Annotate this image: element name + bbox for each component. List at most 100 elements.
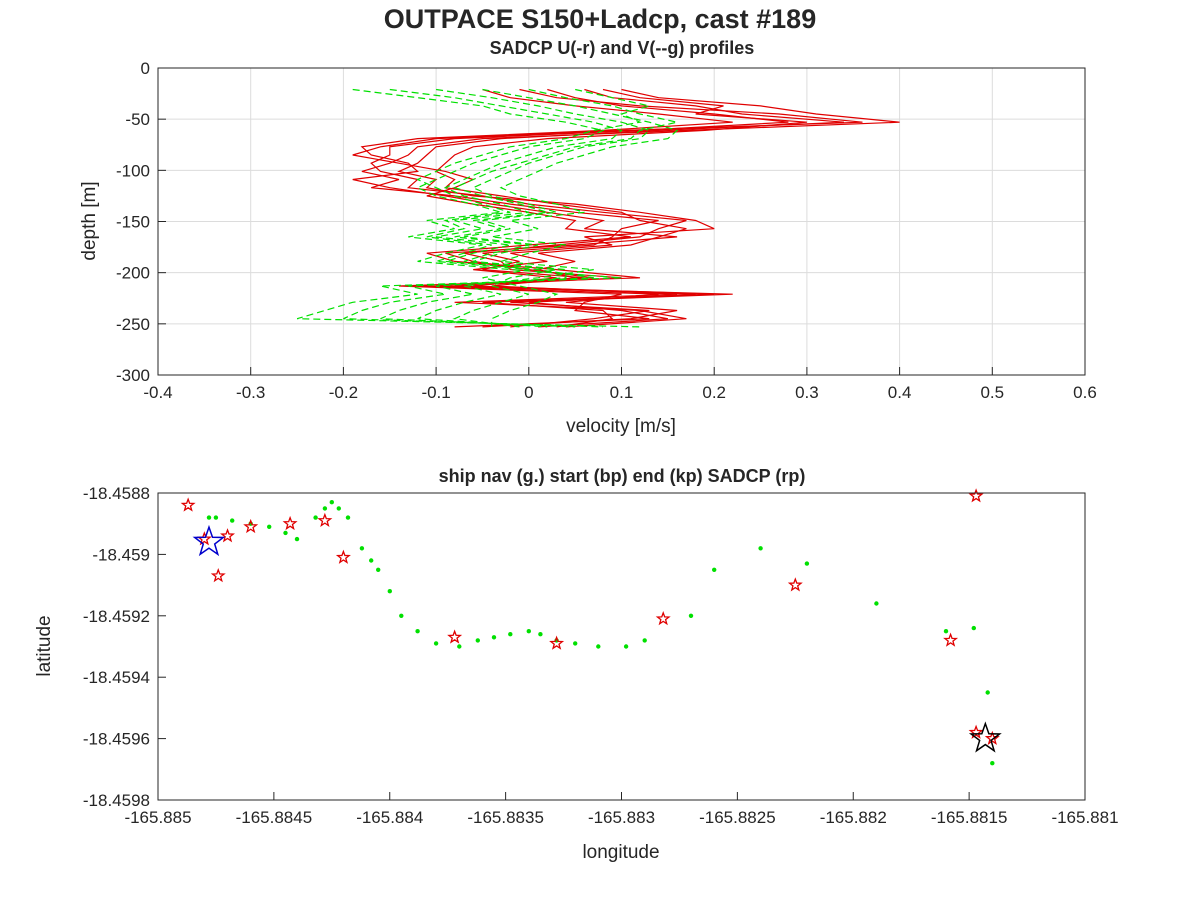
nav-y-axis-label: latitude [34, 615, 55, 676]
ship-nav-point [313, 515, 318, 520]
ship-nav-point [804, 561, 810, 566]
nav-x-tick-label: -165.881 [1051, 808, 1118, 827]
profile-y-tick-label: -250 [116, 315, 150, 334]
profile-ticks: -0.4 -0.3 -0.2 -0.1 0 0.1 0.2 0.3 0.4 0.5 0.6 0 -50 -… [116, 59, 1097, 402]
ship-nav-point [369, 558, 374, 563]
v-profile-line-11 [416, 88, 650, 327]
sadcp-star-marker [282, 515, 298, 531]
nav-plot-area [158, 493, 1085, 800]
ship-nav-point [758, 546, 763, 551]
ship-nav-point [971, 625, 976, 631]
nav-y-tick-label: -18.4588 [83, 484, 150, 503]
ship-nav-point [457, 644, 462, 649]
ship-nav-point [623, 644, 629, 649]
sadcp-star-marker [943, 632, 959, 647]
sadcp-star-marker [447, 629, 463, 644]
profile-x-tick-label: 0.1 [610, 383, 634, 402]
figure-title: OUTPACE S150+Ladcp, cast #189 [384, 4, 816, 34]
profile-y-tick-label: 0 [141, 59, 150, 78]
profile-x-tick-label: 0 [524, 383, 533, 402]
ship-nav-point [538, 632, 543, 637]
profile-x-tick-label: 0.2 [702, 383, 726, 402]
sadcp-star-marker [180, 497, 196, 512]
ship-nav-point [329, 500, 334, 505]
nav-y-tick-label: -18.4594 [83, 668, 150, 687]
nav-y-tick-label: -18.459 [92, 545, 150, 564]
ship-nav-point [688, 613, 694, 618]
profile-y-axis-label: depth [m] [79, 181, 100, 260]
profile-x-tick-label: 0.3 [795, 383, 819, 402]
ship-nav-point [336, 506, 341, 511]
sadcp-star-marker [549, 635, 565, 650]
nav-ticks: -165.885 -165.8845 -165.884 -165.8835 -165.8… [83, 484, 1119, 827]
v-profile-line-6 [296, 88, 641, 328]
ship-nav-point [213, 515, 219, 520]
ship-nav-chart: ship nav (g.) start (bp) end (kp) SADCP … [34, 466, 1119, 863]
nav-x-tick-label: -165.884 [356, 808, 423, 827]
ship-nav-point [294, 536, 300, 542]
nav-y-tick-label: -18.4592 [83, 607, 150, 626]
v-profile-line-9 [417, 88, 679, 328]
velocity-profile-chart: SADCP U(-r) and V(--g) profiles -0.4 -0.3… [79, 38, 1097, 437]
ship-nav-point [399, 613, 404, 618]
nav-x-tick-label: -165.883 [588, 808, 655, 827]
ship-nav-point [943, 629, 949, 634]
end-position-marker [968, 721, 1002, 753]
profile-y-tick-label: -150 [116, 213, 150, 232]
ship-nav-point [491, 635, 497, 640]
sadcp-star-marker [968, 488, 984, 503]
nav-x-tick-label: -165.885 [124, 808, 191, 827]
profile-x-axis-label: velocity [m/s] [566, 416, 676, 437]
ship-nav-point [990, 761, 995, 766]
nav-points [180, 488, 1002, 766]
u-profile-line-4 [352, 88, 863, 328]
nav-y-tick-label: -18.4596 [83, 730, 150, 749]
profile-x-tick-label: -0.3 [236, 383, 265, 402]
v-profile-line-10 [452, 88, 678, 328]
sadcp-star-marker [243, 518, 259, 534]
nav-x-axis-label: longitude [582, 842, 659, 863]
ship-nav-point [387, 589, 392, 594]
nav-x-tick-label: -165.8835 [467, 808, 544, 827]
profile-y-tick-label: -200 [116, 264, 150, 283]
ship-nav-point [985, 690, 990, 695]
ship-nav-point [345, 515, 351, 520]
profile-series [296, 88, 900, 328]
ship-nav-point [230, 518, 235, 523]
nav-x-tick-label: -165.8815 [931, 808, 1008, 827]
ship-nav-point [874, 601, 879, 606]
sadcp-star-marker [787, 577, 803, 592]
profile-y-tick-label: -50 [125, 110, 150, 129]
ship-nav-point [475, 638, 480, 643]
ship-nav-point [359, 546, 365, 551]
sadcp-star-marker [968, 724, 984, 739]
nav-chart-title: ship nav (g.) start (bp) end (kp) SADCP … [439, 466, 806, 486]
ship-nav-point [322, 506, 328, 511]
ship-nav-point [596, 644, 601, 649]
ship-nav-point [206, 515, 212, 520]
nav-x-tick-label: -165.8825 [699, 808, 776, 827]
profile-y-tick-label: -300 [116, 366, 150, 385]
sadcp-star-marker [317, 512, 333, 527]
ship-nav-point [573, 641, 578, 646]
profile-x-tick-label: 0.4 [888, 383, 912, 402]
start-position-marker [192, 524, 226, 557]
profile-y-tick-label: -100 [116, 161, 150, 180]
profile-x-tick-label: 0.6 [1073, 383, 1097, 402]
nav-x-tick-label: -165.8845 [236, 808, 313, 827]
sadcp-star-marker [655, 610, 671, 626]
ship-nav-point [283, 530, 288, 536]
u-profile-line-5 [434, 88, 807, 328]
ship-nav-point [642, 638, 647, 643]
v-profile-line-7 [343, 88, 623, 328]
ship-nav-point [526, 629, 531, 634]
ship-nav-point [433, 641, 439, 646]
profile-x-tick-label: -0.1 [421, 383, 450, 402]
profile-chart-title: SADCP U(-r) and V(--g) profiles [490, 38, 755, 58]
nav-y-tick-label: -18.4598 [83, 791, 150, 810]
ship-nav-point [508, 632, 513, 637]
sadcp-star-marker [220, 528, 236, 543]
ship-nav-point [376, 567, 381, 572]
v-profile-line-8 [380, 88, 651, 328]
ship-nav-point [415, 629, 420, 634]
